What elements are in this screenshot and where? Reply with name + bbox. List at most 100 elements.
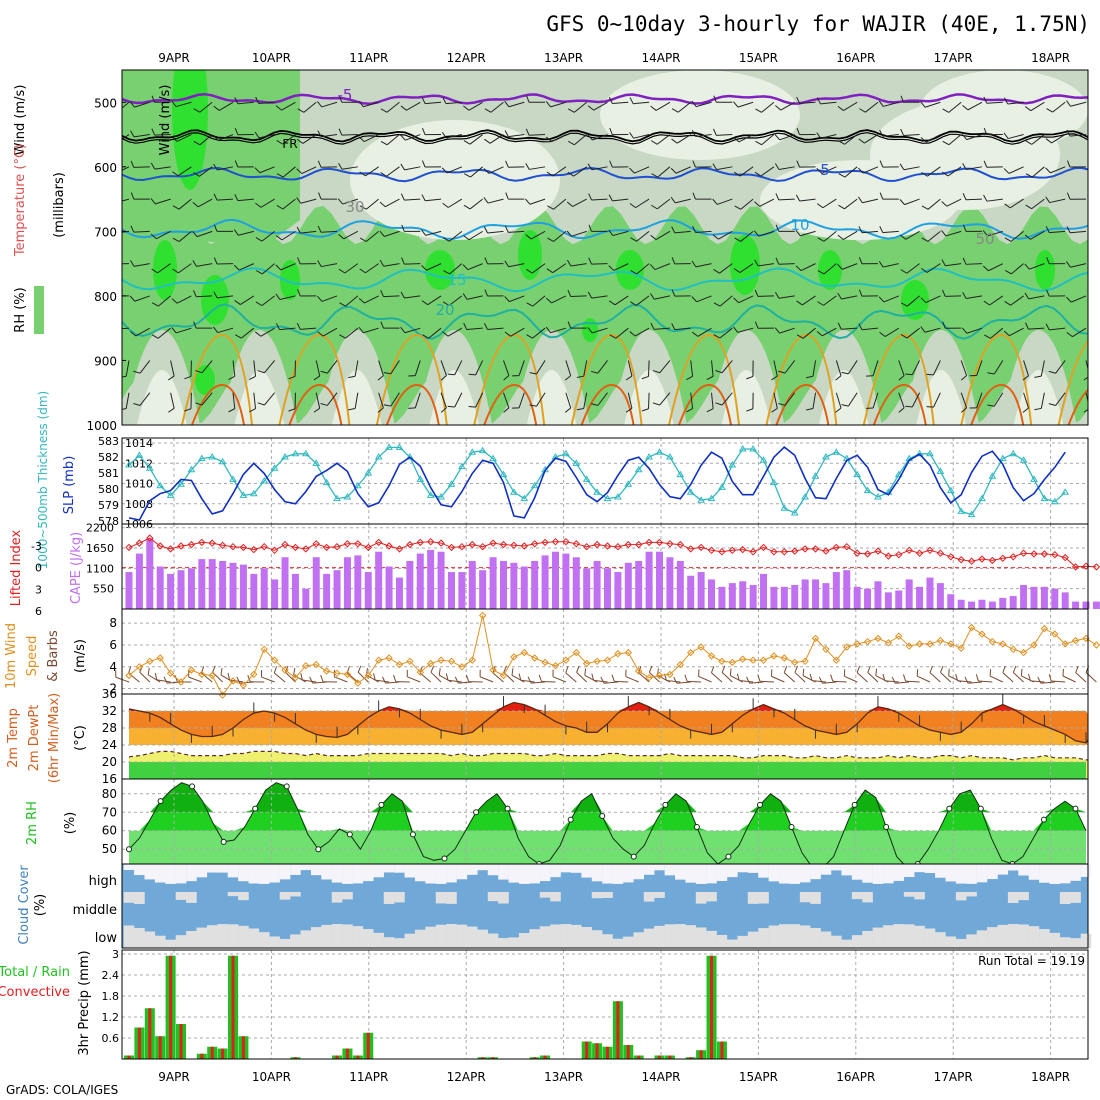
wind-barb [636, 230, 650, 242]
wind-barb [425, 198, 442, 202]
wind-barb-flag [380, 289, 384, 297]
wind-barb [1009, 327, 1024, 337]
wind-speed-marker [905, 642, 913, 650]
wind-barb-flag [317, 225, 322, 233]
convective-bar [221, 1048, 225, 1059]
wind-barb [261, 676, 275, 683]
rh-marker [914, 861, 921, 864]
thickness-tick: 583 [98, 435, 119, 448]
wind-barb [300, 327, 317, 330]
cloud-high-clear [206, 864, 218, 873]
cape-bar [541, 555, 549, 609]
cape-bar [853, 586, 861, 609]
wind-barb-flag [339, 334, 346, 339]
cloud-low-clear [560, 924, 572, 948]
wind-barb [425, 101, 442, 105]
wind-barb [898, 392, 905, 408]
temp-contour-25 [1057, 339, 1088, 425]
cloud-high-clear [799, 864, 811, 883]
wind-barb-flag [130, 130, 135, 138]
rh-marker [1009, 861, 1016, 864]
wind-barb-flag [122, 407, 127, 410]
wind-barb [365, 198, 379, 210]
wind-barb-flag [755, 108, 762, 113]
wind-barb [711, 360, 714, 377]
wind-speed-marker [853, 640, 861, 648]
cloud-row-label: low [95, 931, 118, 946]
wind-barb-flag [962, 292, 967, 299]
wind-barb-flag [650, 293, 655, 300]
cape-bar [978, 599, 986, 609]
cloud-low-clear [602, 934, 613, 948]
wind-barb [176, 134, 192, 142]
wind-barb [719, 295, 733, 307]
wind-barb-flag [171, 136, 178, 142]
wind-barb-flag [961, 327, 968, 334]
temp-tick: 24 [102, 738, 117, 752]
thickness-marker [572, 459, 581, 466]
wind-barb-flag [941, 259, 946, 266]
wind-barb [154, 134, 171, 136]
lifted-index-axis-label: Lifted Index [9, 529, 24, 606]
cloud-low-clear [955, 938, 967, 948]
cloud-middle-clear [966, 892, 977, 897]
thickness-marker [281, 453, 289, 460]
wind-barb [676, 681, 691, 684]
wind-barb [597, 360, 608, 374]
cloud-high-clear [466, 864, 478, 875]
wind-barb-flag [778, 370, 786, 374]
cloud-high-clear [862, 864, 873, 883]
wind-barb [447, 679, 462, 683]
rh-marker [441, 855, 448, 862]
temp-line [128, 701, 1088, 744]
rh-dry-region [870, 100, 1060, 210]
wind-barb-flag [1062, 668, 1064, 677]
wind-barb [987, 230, 1003, 237]
wind-barb [823, 230, 837, 242]
wind-barb [965, 263, 982, 265]
cloud-low-clear [893, 924, 905, 948]
wind-barb-flag [464, 173, 471, 178]
wind-barb-flag [754, 259, 759, 267]
wind-barb-flag [151, 128, 156, 136]
rh-saturated-region [425, 250, 455, 290]
wind-barb-flag [463, 140, 471, 145]
cloud-low-clear [779, 924, 790, 948]
cloud-low-clear [581, 927, 592, 948]
wind-barb-flag [172, 268, 179, 274]
lifted-index-tick: 6 [35, 605, 42, 618]
wind-barb-flag [468, 373, 476, 376]
cloud-high-clear [695, 864, 707, 884]
wind-speed-marker [624, 648, 633, 657]
wind-speed-marker [489, 666, 497, 674]
wind-barb-flag [1002, 665, 1006, 673]
wind-barb-flag [483, 197, 489, 204]
wind-speed-marker [790, 658, 799, 667]
rh-tick: 50 [102, 842, 117, 856]
thickness-marker [998, 454, 1007, 462]
thickness-marker [946, 486, 955, 494]
wind-barb-flag [195, 402, 203, 406]
dewpoint-line [128, 750, 1088, 761]
lifted-index-marker [208, 539, 216, 547]
wind-barb [711, 392, 714, 409]
temp-contour-30 [580, 383, 635, 425]
wind-legend: Wind (m/s) [158, 85, 173, 156]
cloud-low-clear [342, 924, 353, 948]
wind-barb [510, 327, 525, 337]
wind-barb-flag [1004, 97, 1009, 105]
thickness-marker [801, 493, 809, 500]
wind-barb [711, 672, 723, 683]
thickness-marker [655, 448, 664, 455]
wind-barb-flag [942, 140, 950, 146]
wind-barb-flag [629, 167, 635, 174]
wind-barb [1049, 327, 1066, 331]
thickness-marker [988, 472, 997, 479]
thickness-marker [312, 459, 321, 466]
wind-barb-flag [818, 676, 823, 684]
wind-barb [448, 295, 463, 306]
wind-barb [366, 674, 379, 683]
wind-barb-flag [609, 127, 613, 135]
cloud-low-clear [269, 936, 280, 948]
